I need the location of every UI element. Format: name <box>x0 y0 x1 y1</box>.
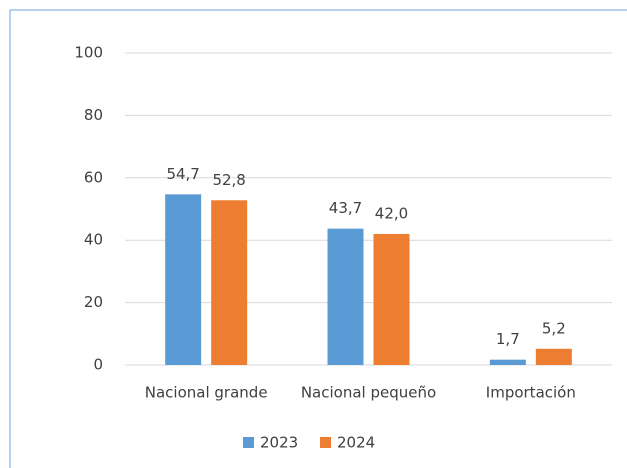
y-tick-label: 20 <box>84 293 103 311</box>
y-tick-label: 40 <box>84 231 103 249</box>
x-tick-label: Nacional grande <box>145 384 268 402</box>
bar <box>489 359 526 365</box>
x-tick-label: Nacional pequeño <box>301 384 436 402</box>
data-label: 5,2 <box>542 319 566 337</box>
data-label: 1,7 <box>496 330 520 348</box>
bar <box>327 228 364 365</box>
chart-border <box>9 9 627 468</box>
y-tick-label: 80 <box>84 106 103 124</box>
data-label: 43,7 <box>329 199 362 217</box>
y-tick-label: 60 <box>84 168 103 186</box>
data-label: 52,8 <box>212 171 245 189</box>
bar <box>165 194 202 365</box>
bar <box>373 233 410 365</box>
bar <box>535 348 572 365</box>
y-tick-label: 100 <box>74 44 103 62</box>
legend-label: 2024 <box>337 434 375 452</box>
data-label: 54,7 <box>166 165 199 183</box>
x-tick-label: Importación <box>486 384 576 402</box>
legend-swatch <box>243 437 254 448</box>
y-tick-label: 0 <box>93 356 103 374</box>
data-label: 42,0 <box>375 204 408 222</box>
legend-swatch <box>320 437 331 448</box>
bar <box>211 200 248 365</box>
legend-label: 2023 <box>260 434 298 452</box>
